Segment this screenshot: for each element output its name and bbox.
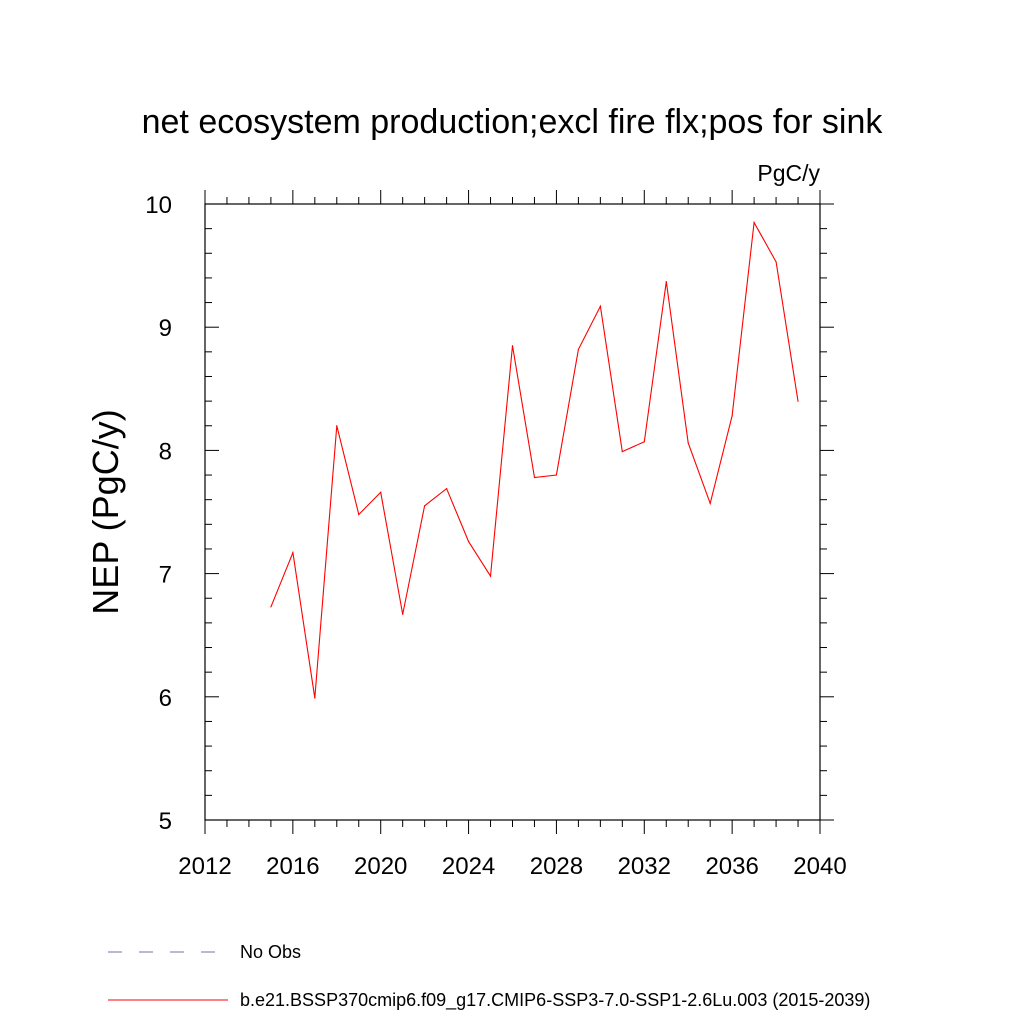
y-tick-label: 9 — [159, 315, 172, 342]
series-layer — [270, 220, 799, 699]
data-point — [446, 487, 448, 490]
data-point — [599, 305, 601, 307]
x-tick-label: 2024 — [442, 853, 495, 880]
data-point — [424, 505, 426, 507]
data-point — [489, 575, 492, 577]
x-tick-label: 2040 — [793, 853, 846, 880]
y-tick-label: 7 — [159, 562, 172, 589]
data-point — [314, 697, 316, 699]
data-point — [731, 415, 733, 417]
data-point — [380, 491, 382, 493]
x-tick-label: 2028 — [530, 853, 583, 880]
data-point — [555, 474, 558, 476]
x-tick-label: 2016 — [266, 853, 319, 880]
data-point — [643, 441, 645, 443]
y-axis: 5 6 7 8 9 10 — [145, 192, 834, 835]
x-tick-label: 2036 — [705, 853, 758, 880]
legend-label: No Obs — [240, 942, 301, 962]
chart-title: net ecosystem production;excl fire flx;p… — [142, 103, 884, 141]
y-tick-label: 5 — [159, 808, 172, 835]
y-tick-label: 8 — [159, 438, 172, 465]
x-tick-label: 2012 — [178, 853, 231, 880]
x-tick-label: 2020 — [354, 853, 407, 880]
y-tick-label: 10 — [145, 192, 172, 219]
units-label: PgC/y — [757, 160, 820, 186]
data-point — [577, 348, 579, 350]
data-point — [467, 540, 470, 543]
data-point — [358, 513, 360, 516]
plot-border — [204, 203, 821, 821]
data-point — [797, 400, 799, 402]
data-point — [402, 613, 404, 615]
x-tick-label: 2032 — [618, 853, 671, 880]
data-point — [753, 221, 755, 224]
data-point — [665, 281, 667, 283]
data-point — [533, 476, 536, 479]
plot-frame — [204, 203, 821, 821]
legend: No Obs b.e21.BSSP370cmip6.f09_g17.CMIP6-S… — [108, 942, 870, 1011]
y-tick-label: 6 — [159, 685, 172, 712]
series-line — [270, 220, 799, 699]
data-point — [621, 451, 623, 453]
x-axis: 2012 2016 2020 2024 2028 2032 2036 2040 — [178, 190, 847, 880]
data-point — [709, 502, 711, 504]
data-point — [775, 261, 777, 263]
data-point — [336, 425, 338, 427]
legend-label: b.e21.BSSP370cmip6.f09_g17.CMIP6-SSP3-7.… — [240, 990, 870, 1011]
data-point — [687, 442, 689, 444]
data-point — [270, 606, 272, 608]
data-point — [292, 552, 294, 554]
data-point — [511, 345, 514, 347]
y-axis-label: NEP (PgC/y) — [85, 409, 126, 614]
